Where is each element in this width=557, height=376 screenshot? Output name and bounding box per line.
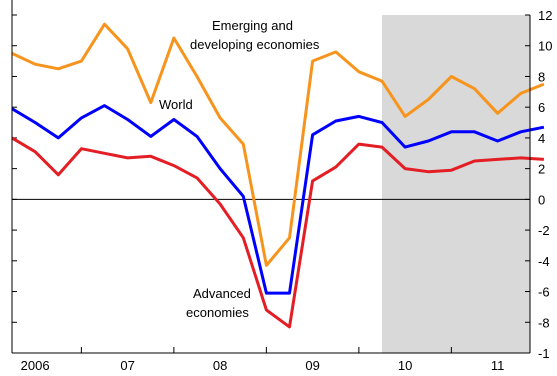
x-tick-label: 09 (305, 358, 319, 373)
y-tick-label: -6 (538, 285, 550, 300)
y-tick-label: 12 (538, 8, 552, 23)
x-tick-label: 08 (213, 358, 227, 373)
forecast-shading (382, 15, 530, 353)
y-tick-label: -4 (538, 254, 550, 269)
label-world: World (159, 97, 193, 112)
series-lines (11, 22, 545, 329)
x-tick-label: 10 (398, 358, 412, 373)
x-axis-ticks: 2006 07 08 09 10 11 (21, 347, 505, 373)
label-advanced-line2: economies (186, 305, 249, 320)
y-tick-label: -8 (538, 315, 550, 330)
series-line-0 (11, 22, 545, 267)
y-tick-label: 4 (538, 131, 545, 146)
y-tick-label: 0 (538, 192, 545, 207)
y-tick-label: 2 (538, 162, 545, 177)
y-tick-label: 6 (538, 100, 545, 115)
label-advanced-line1: Advanced (193, 286, 251, 301)
y-tick-label: 10 (538, 39, 552, 54)
series-line-1 (11, 104, 545, 295)
label-emerging-line2: developing economies (190, 37, 320, 52)
x-tick-label: 11 (491, 358, 505, 373)
series-line-2 (11, 136, 544, 329)
y-tick-label: -2 (538, 223, 550, 238)
y-axis-ticks: 12 10 8 6 4 2 0 -2 -4 -6 -8 -1 (12, 8, 552, 361)
x-tick-label: 07 (120, 358, 134, 373)
x-tick-label: 2006 (21, 358, 50, 373)
y-tick-label: 8 (538, 69, 545, 84)
y-tick-label: -1 (538, 346, 550, 361)
label-emerging-line1: Emerging and (212, 18, 293, 33)
